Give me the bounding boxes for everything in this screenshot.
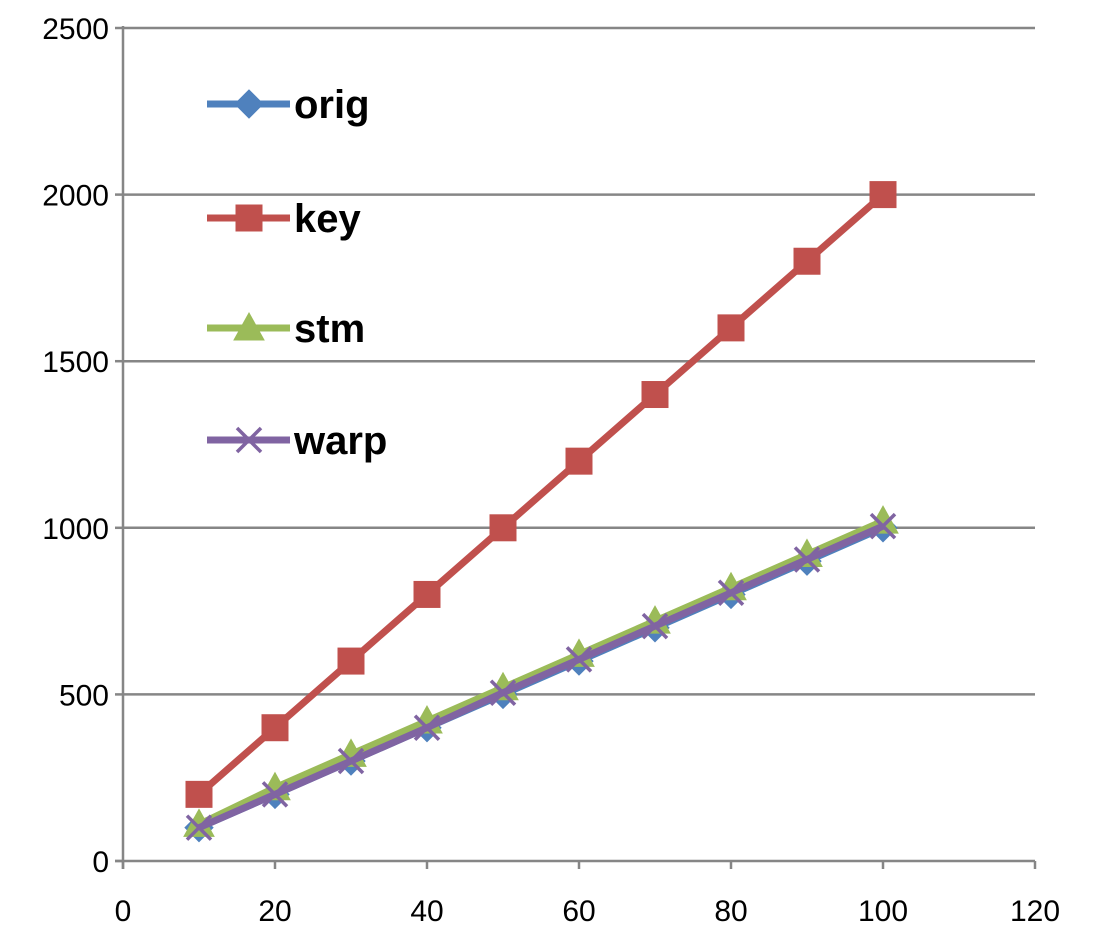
point-warp-10 [185,814,213,841]
point-warp-40 [413,714,441,741]
point-warp-60-stroke-b [565,646,593,673]
point-key-100 [869,181,897,209]
grid-lines [123,26,1035,696]
point-warp-70 [641,612,669,640]
legend: orig key stm warp [207,83,387,463]
series-group [183,181,899,843]
legend-marker-warp-stroke-b [235,426,263,454]
point-key-70 [641,381,669,409]
point-key-60 [565,447,593,475]
point-warp-80-stroke-b [717,579,745,607]
point-warp-100-stroke-b [869,512,897,540]
y-tick-label-2000: 2000 [42,180,109,213]
point-warp-80 [717,579,745,607]
y-tick-label-1500: 1500 [42,346,109,379]
point-warp-90-stroke-b [793,546,821,573]
legend-item-key: key [207,197,361,241]
point-warp-60 [565,646,593,673]
legend-label-warp: warp [293,419,387,463]
legend-marker-stm [233,311,265,341]
legend-marker-key [235,204,263,232]
legend-item-stm: stm [207,307,365,351]
x-tick-label-40: 40 [410,895,443,928]
legend-marker-orig [234,89,264,119]
series-line-stm [197,517,885,828]
x-tick-label-0: 0 [115,895,132,928]
point-key-80 [717,314,745,342]
y-tick-label-500: 500 [59,679,109,712]
series-line-key [196,191,886,797]
point-warp-20 [261,781,289,808]
point-warp-40-stroke-b [413,714,441,741]
y-tick-label-1000: 1000 [42,513,109,546]
point-key-50 [489,514,517,542]
legend-label-key: key [294,197,361,241]
series-warp [185,512,897,841]
x-tick-label-80: 80 [714,895,747,928]
point-warp-20-stroke-b [261,781,289,808]
point-warp-30 [337,747,365,775]
y-tick-label-2500: 2500 [42,13,109,46]
tick-labels: 0 500 1000 1500 2000 2500 0 20 40 60 80 100 120 [42,13,1060,928]
series-key [185,181,897,808]
legend-label-orig: orig [294,83,370,127]
x-tick-label-20: 20 [258,895,291,928]
legend-marker-warp [235,426,263,454]
point-warp-10-stroke-b [185,814,213,841]
point-key-10 [185,780,213,808]
point-warp-100 [869,512,897,540]
axes [115,26,1037,869]
x-tick-label-100: 100 [858,895,908,928]
point-warp-50-stroke-b [489,679,517,706]
legend-label-stm: stm [294,307,365,351]
point-key-40 [413,580,441,608]
point-key-20 [261,714,289,742]
legend-item-warp: warp [207,419,387,463]
point-key-30 [337,647,365,675]
y-tick-label-0: 0 [92,846,109,879]
point-key-90 [793,247,821,275]
x-tick-label-60: 60 [562,895,595,928]
point-warp-30-stroke-b [337,747,365,775]
point-warp-90 [793,546,821,573]
legend-item-orig: orig [207,83,370,127]
x-tick-label-120: 120 [1010,895,1060,928]
series-line-warp [197,522,885,831]
point-warp-70-stroke-b [641,612,669,640]
point-warp-50 [489,679,517,706]
